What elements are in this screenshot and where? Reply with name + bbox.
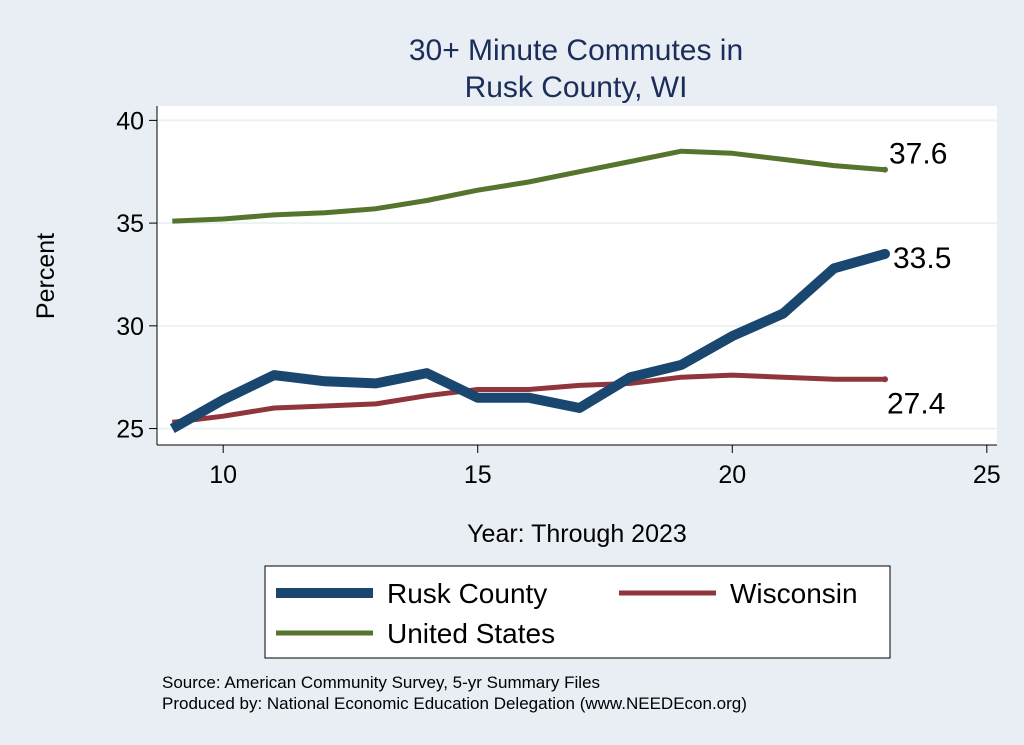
source-note: Source: American Community Survey, 5-yr … <box>162 673 600 692</box>
end-label-united-states: 37.6 <box>889 138 947 171</box>
end-marker-united-states <box>882 166 888 173</box>
series-line-rusk-county <box>169 249 887 433</box>
end-label-rusk-county: 33.5 <box>893 242 951 275</box>
legend-label-wisconsin: Wisconsin <box>730 578 858 609</box>
legend-label-united-states: United States <box>387 618 555 649</box>
y-axis-label: Percent <box>32 233 60 319</box>
end-marker-rusk-county <box>880 248 890 259</box>
chart-title-line-2: Rusk County, WI <box>465 71 688 104</box>
y-tick-label: 25 <box>116 416 144 444</box>
x-tick-label: 20 <box>718 461 746 489</box>
series-lines <box>169 148 890 433</box>
x-tick-label: 25 <box>973 461 1001 489</box>
legend-label-rusk-county: Rusk County <box>387 578 547 609</box>
legend: Rusk County Wisconsin United States <box>264 565 891 659</box>
y-tick-label: 35 <box>116 210 144 238</box>
x-axis-label: Year: Through 2023 <box>467 520 687 548</box>
x-tick-label: 10 <box>209 461 237 489</box>
producer-note: Produced by: National Economic Education… <box>162 694 747 713</box>
end-labels: 33.5 27.4 37.6 <box>887 138 951 421</box>
series-line-united-states <box>172 148 886 224</box>
axes: 25 30 35 40 10 15 20 25 <box>116 106 1001 489</box>
plot-area <box>157 106 997 445</box>
series-line-wisconsin <box>171 372 885 425</box>
legend-box <box>264 565 891 659</box>
end-label-wisconsin: 27.4 <box>887 387 945 420</box>
chart-title-line-1: 30+ Minute Commutes in <box>409 34 743 67</box>
end-marker-wisconsin <box>882 376 888 383</box>
x-tick-label: 15 <box>464 461 492 489</box>
y-tick-label: 30 <box>116 313 144 341</box>
gridlines <box>157 119 997 430</box>
y-tick-label: 40 <box>116 107 144 135</box>
